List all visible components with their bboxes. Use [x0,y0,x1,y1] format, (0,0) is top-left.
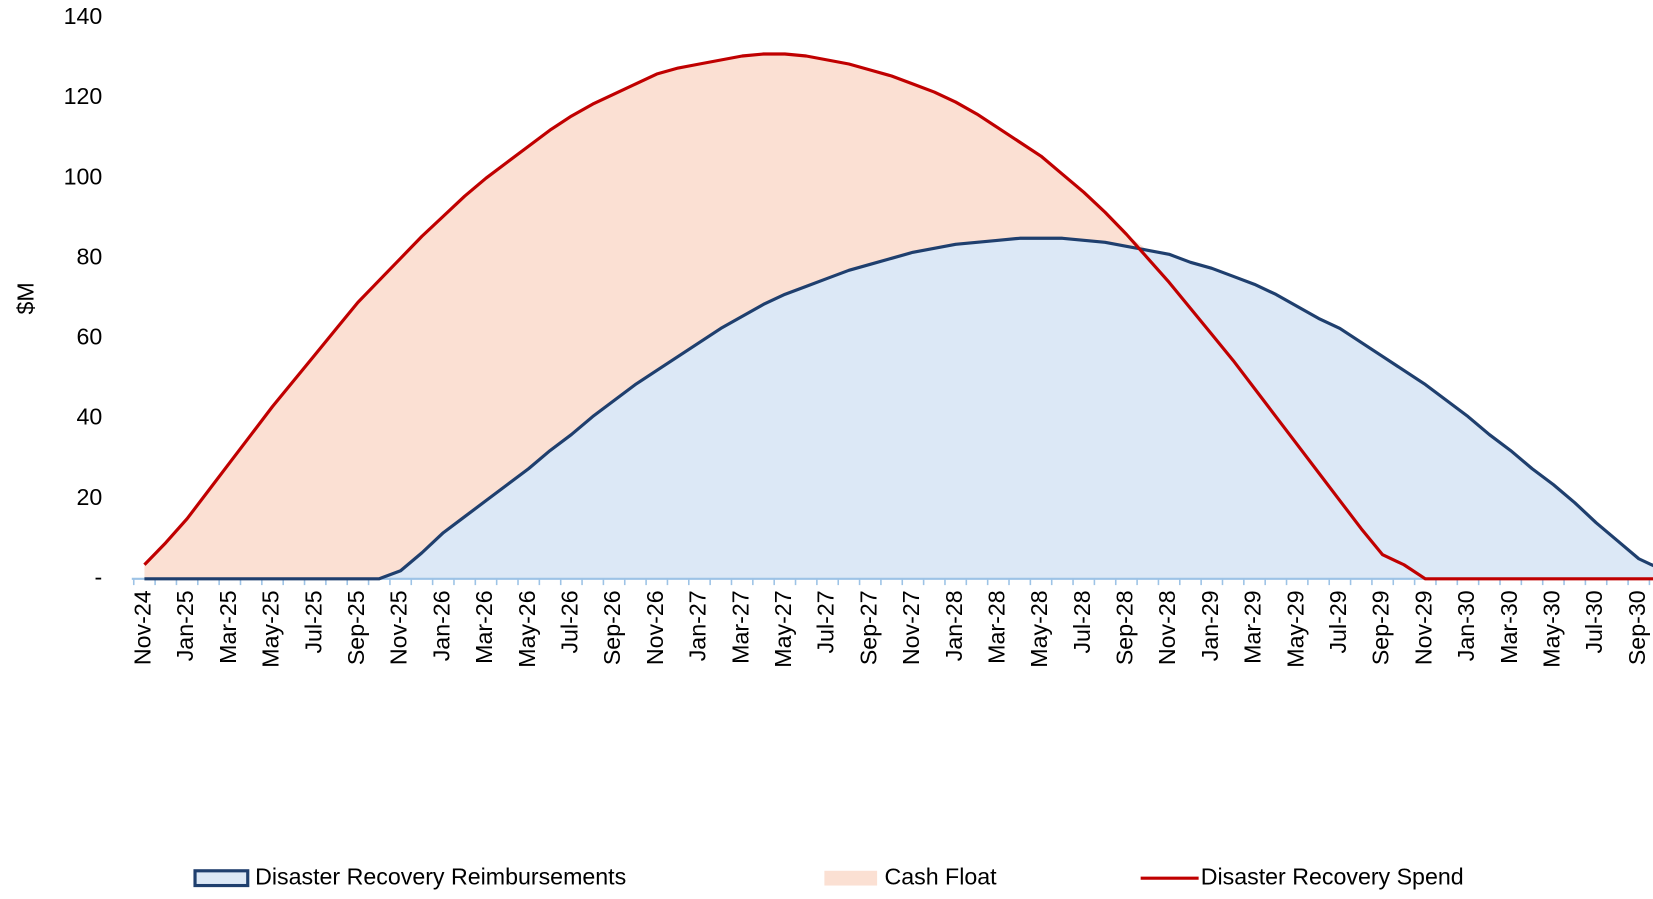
x-tick-label: Nov-29 [1410,590,1436,665]
x-tick-label: Jan-30 [1453,590,1479,661]
x-tick-label: May-26 [514,590,540,667]
legend-swatch [193,869,250,888]
x-tick-label: Jul-26 [557,590,583,653]
legend-item: Disaster Recovery Reimbursements [193,863,626,889]
x-tick-label: Nov-25 [386,590,412,665]
line [143,52,1653,581]
y-tick-label: 80 [76,243,102,269]
x-tick-label: Nov-24 [130,590,156,665]
area [144,53,1653,579]
area [144,238,1653,579]
x-tick-label: Jul-25 [300,590,326,653]
x-tick-label: Nov-26 [642,590,668,665]
x-tick-label: Jan-27 [685,590,711,661]
x-tick-label: Mar-26 [471,590,497,663]
x-tick-label: Nov-27 [898,590,924,665]
x-tick-label: May-28 [1026,590,1052,667]
x-tick-label: Sep-28 [1112,590,1138,665]
x-tick-label: Sep-25 [343,590,369,665]
x-tick-label: Nov-28 [1154,590,1180,665]
y-axis-label: $M [13,282,39,314]
x-tick-label: May-25 [258,590,284,667]
x-tick-label: Jul-27 [813,590,839,653]
x-tick-label: Jan-29 [1197,590,1223,661]
x-tick-label: Sep-29 [1368,590,1394,665]
y-tick-label: 140 [64,3,103,29]
x-tick-label: Jan-25 [172,590,198,661]
y-tick-label: 20 [76,484,102,510]
legend-label: Cash Float [884,863,997,889]
legend-item: Cash Float [824,863,997,889]
x-tick-label: May-30 [1539,590,1565,667]
y-tick-label: - [95,564,103,590]
x-tick-label: Mar-25 [215,590,241,663]
legend-swatch [824,870,878,886]
x-tick-label: May-29 [1282,590,1308,667]
y-tick-label: 40 [76,404,102,430]
y-tick-label: 100 [64,163,103,189]
x-tick-label: Sep-27 [855,590,881,665]
legend-item: Disaster Recovery Spend [1140,863,1464,889]
line [144,236,1653,581]
x-tick-label: Mar-27 [727,590,753,663]
y-tick-label: 120 [64,83,103,109]
x-tick-label: Sep-30 [1624,590,1650,665]
x-tick-label: Jul-30 [1581,590,1607,653]
x-tick-label: Jan-26 [428,590,454,661]
y-tick-label: 60 [76,324,102,350]
x-tick-label: May-27 [770,590,796,667]
legend-label: Disaster Recovery Spend [1201,863,1464,889]
x-tick-label: Mar-30 [1496,590,1522,663]
x-tick-label: Mar-28 [983,590,1009,663]
x-tick-label: Jul-28 [1069,590,1095,653]
x-tick-label: Jul-29 [1325,590,1351,653]
legend-label: Disaster Recovery Reimbursements [255,863,626,889]
x-tick-label: Mar-29 [1240,590,1266,663]
x-tick-label: Jan-28 [941,590,967,661]
x-tick-label: Sep-26 [599,590,625,665]
